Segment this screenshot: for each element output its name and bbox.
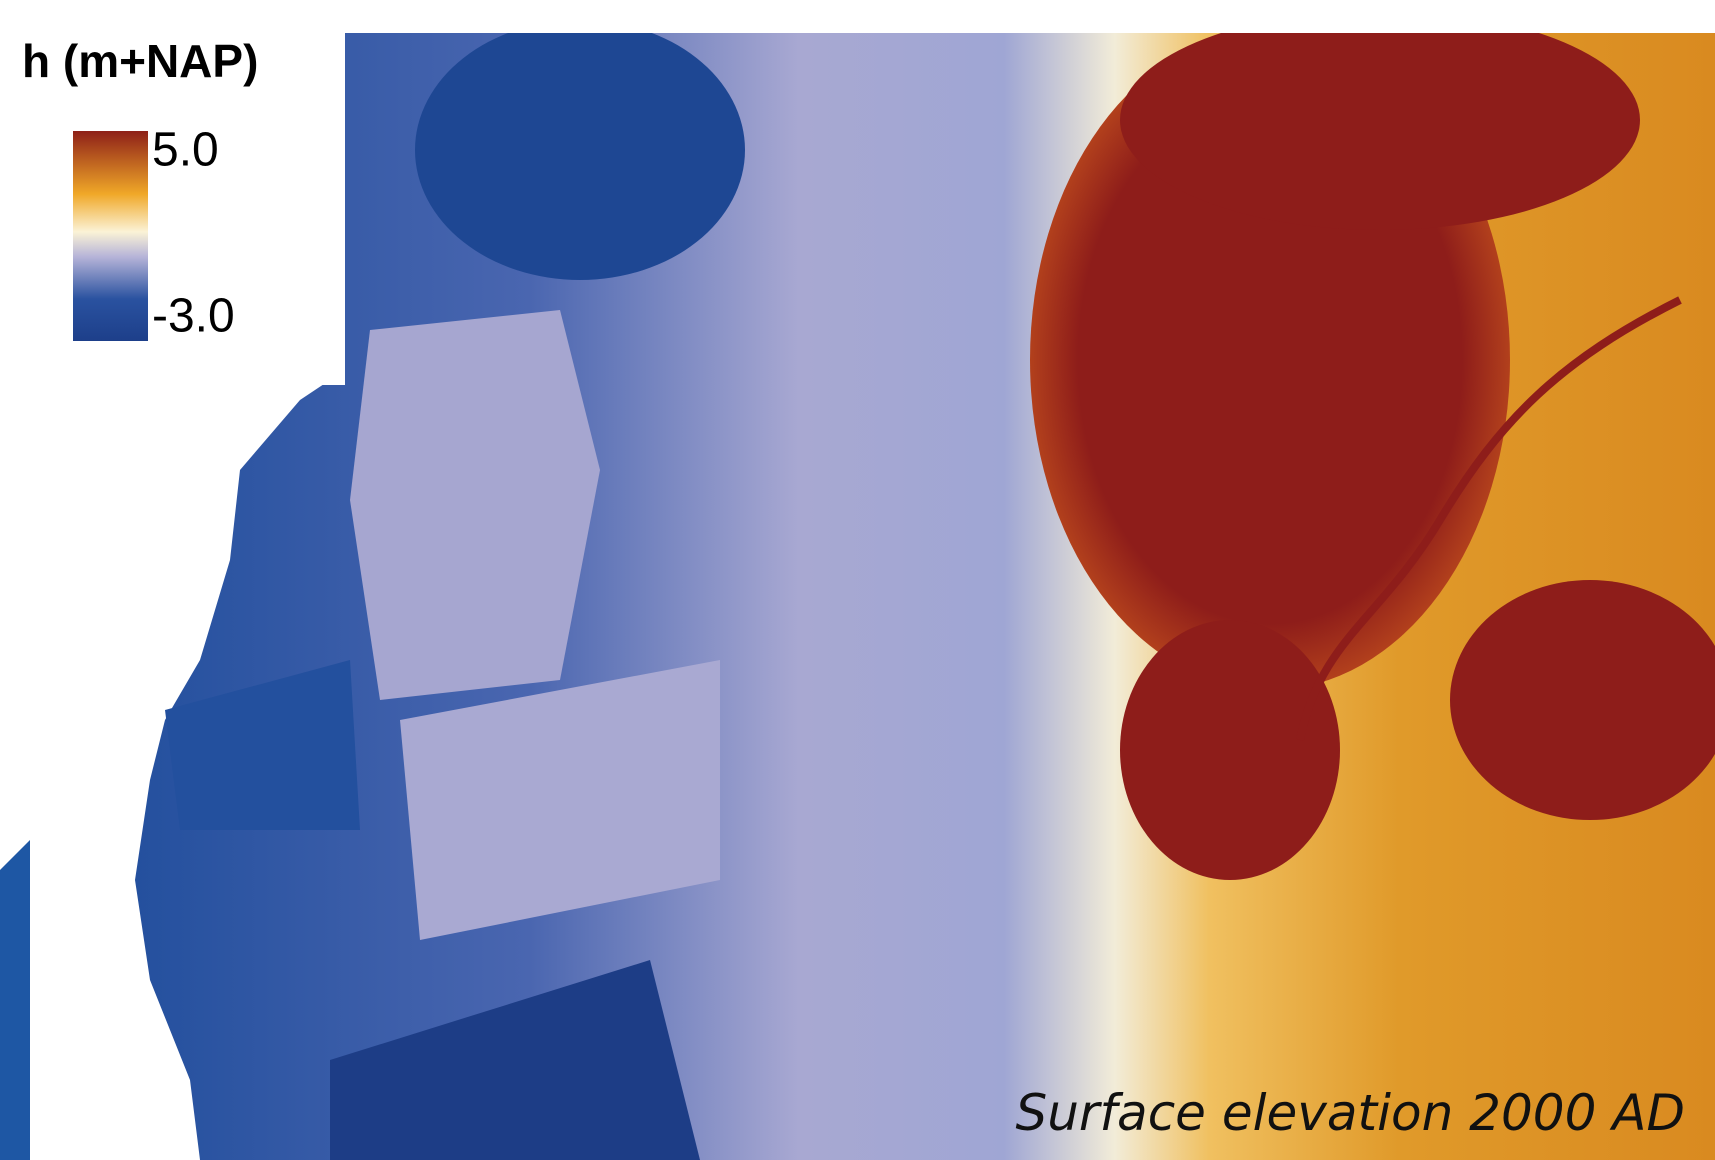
highland xyxy=(1120,10,1640,230)
colorbar xyxy=(73,131,148,341)
caption: Surface elevation 2000 AD xyxy=(1015,1084,1685,1142)
legend-label: -3.0 xyxy=(152,290,235,343)
highland xyxy=(1120,620,1340,880)
page: h (m+NAP) Surface elevation 2000 AD 5.0 -… xyxy=(0,0,1715,1160)
polder xyxy=(350,310,600,700)
legend-title: h (m+NAP) xyxy=(22,35,258,87)
lake xyxy=(415,20,745,280)
top-margin xyxy=(345,0,1715,33)
elevation-map: h (m+NAP) Surface elevation 2000 AD 5.0 -… xyxy=(0,0,1715,1160)
left-strip xyxy=(0,840,30,1160)
legend-label: 5.0 xyxy=(152,124,219,177)
